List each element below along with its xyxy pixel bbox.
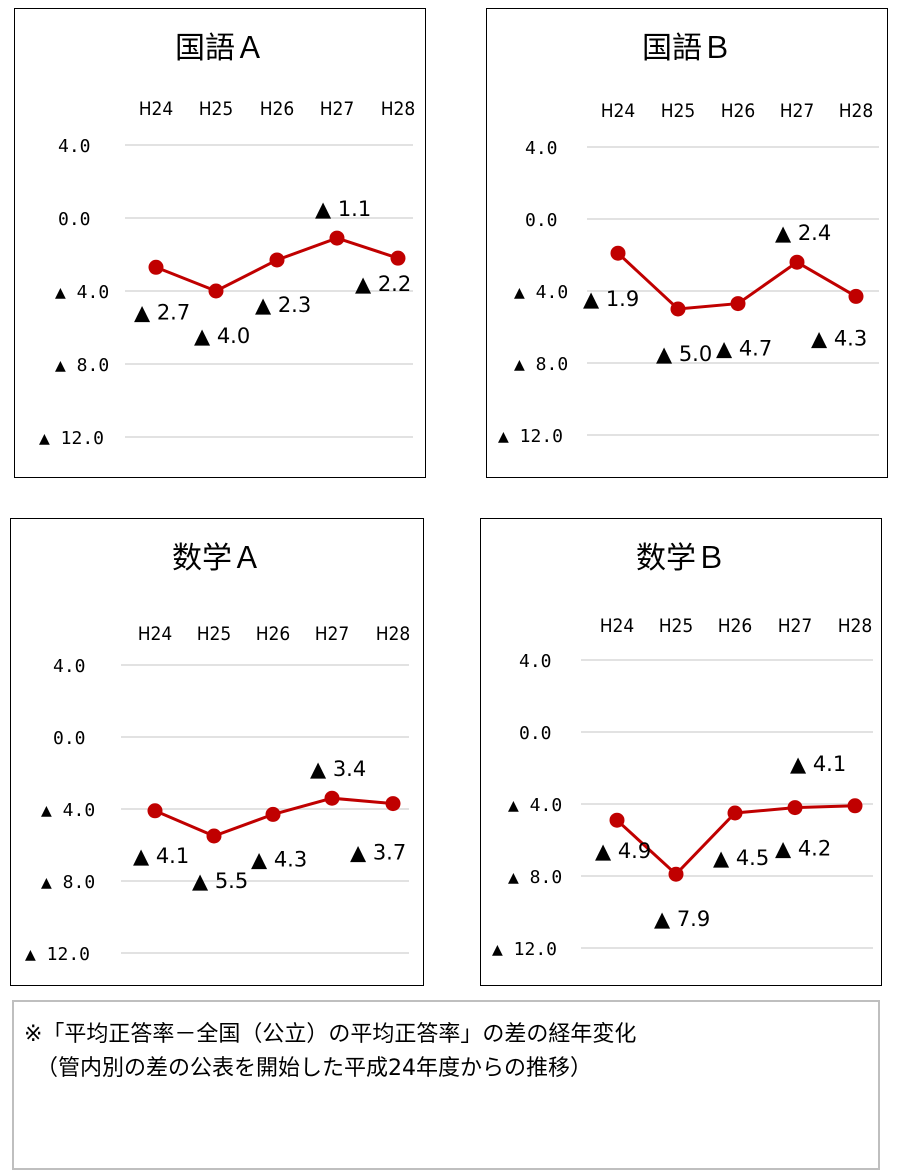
data-label: ▲ 2.4 xyxy=(775,221,831,245)
x-tick-label: H28 xyxy=(839,100,874,122)
x-tick-label: H27 xyxy=(780,100,815,122)
x-tick-label: H24 xyxy=(600,615,635,637)
x-tick-label: H24 xyxy=(139,98,174,120)
data-point xyxy=(390,250,406,266)
x-tick-label: H27 xyxy=(778,615,813,637)
x-tick-label: H25 xyxy=(199,98,234,120)
data-point xyxy=(147,803,163,819)
chart-plot: 4.0 0.0 ▲ 4.0 ▲ 8.0 ▲ 12.0 H24 H25 H26 H27 H28 ▲ 4… xyxy=(492,615,873,960)
y-tick-label: ▲ 12.0 xyxy=(498,426,563,447)
y-tick-label: ▲ 8.0 xyxy=(41,872,95,893)
data-point xyxy=(668,866,684,882)
y-tick-label: 0.0 xyxy=(525,210,558,231)
x-tick-label: H24 xyxy=(138,623,173,645)
data-point xyxy=(848,288,864,304)
x-tick-label: H25 xyxy=(661,100,696,122)
y-tick-label: 4.0 xyxy=(53,656,86,677)
x-tick-label: H27 xyxy=(320,98,355,120)
note-box: ※「平均正答率－全国（公立）の平均正答率」の差の経年変化 （管内別の差の公表を開… xyxy=(12,1000,880,1170)
y-tick-label: ▲ 8.0 xyxy=(514,354,568,375)
chart-title: 数学Ａ xyxy=(172,541,262,576)
note-line-1: ※「平均正答率－全国（公立）の平均正答率」の差の経年変化 xyxy=(24,1022,637,1047)
y-tick-label: 4.0 xyxy=(58,136,91,157)
data-label: ▲ 4.1 xyxy=(133,844,189,868)
chart-plot: 4.0 0.0 ▲ 4.0 ▲ 8.0 ▲ 12.0 H24 H25 H26 H27 H28 ▲ 4… xyxy=(25,623,411,965)
y-tick-label: 0.0 xyxy=(53,728,86,749)
x-tick-label: H24 xyxy=(601,100,636,122)
x-tick-label: H26 xyxy=(260,98,295,120)
x-tick-label: H27 xyxy=(315,623,350,645)
data-label: ▲ 3.7 xyxy=(350,841,406,865)
chart-panel-kokugo-b: 国語Ｂ 4.0 0.0 ▲ 4.0 ▲ 8.0 ▲ 12.0 H24 H25 H26 H27 H2… xyxy=(486,8,888,478)
data-label: ▲ 2.3 xyxy=(255,293,311,317)
x-tick-label: H28 xyxy=(376,623,411,645)
x-tick-label: H25 xyxy=(659,615,694,637)
chart-title: 国語Ｂ xyxy=(642,31,732,66)
data-point xyxy=(847,798,863,814)
data-point xyxy=(385,796,401,812)
data-point xyxy=(265,806,281,822)
x-tick-label: H26 xyxy=(718,615,753,637)
y-tick-label: 0.0 xyxy=(519,723,552,744)
data-label: ▲ 4.3 xyxy=(251,847,307,871)
data-point xyxy=(329,230,345,246)
data-label: ▲ 4.2 xyxy=(775,837,831,861)
chart-panel-kokugo-a: 国語Ａ 4.0 0.0 ▲ 4.0 ▲ 8.0 ▲ 12.0 H24 H25 H26 H27 H2… xyxy=(14,8,426,478)
y-tick-label: ▲ 4.0 xyxy=(41,800,95,821)
chart-title: 国語Ａ xyxy=(175,31,265,66)
data-label: ▲ 5.5 xyxy=(192,869,248,893)
data-label: ▲ 4.5 xyxy=(713,846,769,870)
y-tick-label: 0.0 xyxy=(58,209,91,230)
x-tick-label: H28 xyxy=(838,615,873,637)
note-line-2: （管内別の差の公表を開始した平成24年度からの推移） xyxy=(36,1056,592,1081)
y-tick-label: ▲ 4.0 xyxy=(55,282,109,303)
y-tick-label: ▲ 4.0 xyxy=(508,795,562,816)
y-tick-label: ▲ 4.0 xyxy=(514,282,568,303)
x-tick-label: H25 xyxy=(197,623,232,645)
chart-title: 数学Ｂ xyxy=(636,541,726,576)
chart-panel-sugaku-a: 数学Ａ 4.0 0.0 ▲ 4.0 ▲ 8.0 ▲ 12.0 H24 H25 H26 H27 H2… xyxy=(10,518,424,986)
data-label: ▲ 3.4 xyxy=(310,757,366,781)
y-tick-label: ▲ 8.0 xyxy=(55,355,109,376)
y-tick-label: 4.0 xyxy=(519,651,552,672)
y-tick-label: ▲ 8.0 xyxy=(508,867,562,888)
data-point xyxy=(789,254,805,270)
chart-plot: 4.0 0.0 ▲ 4.0 ▲ 8.0 ▲ 12.0 H24 H25 H26 H27 H28 ▲ 2… xyxy=(39,98,416,449)
data-label: ▲ 2.2 xyxy=(355,272,411,296)
data-point xyxy=(206,828,222,844)
chart-plot: 4.0 0.0 ▲ 4.0 ▲ 8.0 ▲ 12.0 H24 H25 H26 H27 H28 ▲ 1… xyxy=(498,100,879,447)
data-label: ▲ 4.9 xyxy=(595,839,651,863)
data-label: ▲ 2.7 xyxy=(134,300,190,324)
y-tick-label: ▲ 12.0 xyxy=(25,944,90,965)
data-label: ▲ 4.3 xyxy=(811,326,867,350)
data-label: ▲ 7.9 xyxy=(654,907,710,931)
data-label: ▲ 5.0 xyxy=(656,342,712,366)
y-tick-label: ▲ 12.0 xyxy=(492,939,557,960)
y-tick-label: ▲ 12.0 xyxy=(39,428,104,449)
data-label: ▲ 4.0 xyxy=(194,324,250,348)
x-tick-label: H26 xyxy=(721,100,756,122)
y-tick-label: 4.0 xyxy=(525,138,558,159)
x-tick-label: H28 xyxy=(381,98,416,120)
data-point xyxy=(787,800,803,816)
data-point xyxy=(727,805,743,821)
data-label: ▲ 1.1 xyxy=(315,197,371,221)
data-point xyxy=(609,812,625,828)
data-point xyxy=(730,296,746,312)
data-point xyxy=(269,252,285,268)
chart-panel-sugaku-b: 数学Ｂ 4.0 0.0 ▲ 4.0 ▲ 8.0 ▲ 12.0 H24 H25 H26 H27 H2… xyxy=(480,518,882,986)
x-tick-label: H26 xyxy=(256,623,291,645)
data-label: ▲ 1.9 xyxy=(583,287,639,311)
data-point xyxy=(610,245,626,261)
data-point xyxy=(148,259,164,275)
data-point xyxy=(324,790,340,806)
data-point xyxy=(208,283,224,299)
data-label: ▲ 4.1 xyxy=(790,752,846,776)
data-label: ▲ 4.7 xyxy=(716,337,772,361)
data-point xyxy=(670,301,686,317)
